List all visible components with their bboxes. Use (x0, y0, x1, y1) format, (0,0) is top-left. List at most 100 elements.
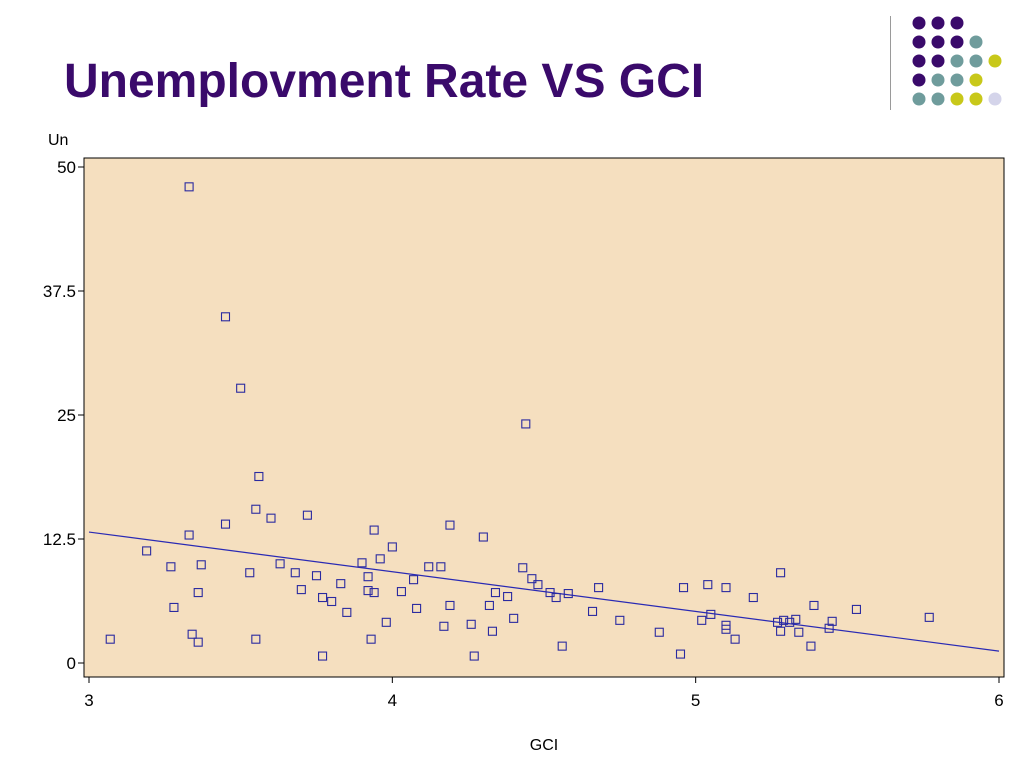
data-point (776, 626, 786, 636)
data-point (166, 562, 176, 572)
data-point (369, 588, 379, 598)
data-point (824, 623, 834, 633)
data-point (794, 627, 804, 637)
data-point (436, 562, 446, 572)
plot-area (83, 157, 1005, 678)
data-point (654, 627, 664, 637)
data-point (924, 612, 934, 622)
data-point (439, 621, 449, 631)
data-point (187, 629, 197, 639)
data-point (697, 615, 707, 625)
data-point (545, 588, 555, 598)
data-point (275, 559, 285, 569)
data-point (196, 560, 206, 570)
data-point (469, 651, 479, 661)
data-point (487, 626, 497, 636)
data-point (363, 572, 373, 582)
x-tick-label: 6 (994, 691, 1003, 710)
data-point (615, 615, 625, 625)
data-point (363, 586, 373, 596)
y-tick-label: 0 (67, 654, 76, 673)
data-point (381, 617, 391, 627)
data-point (290, 568, 300, 578)
data-point (806, 641, 816, 651)
data-point (357, 558, 367, 568)
data-point (563, 589, 573, 599)
data-point (336, 579, 346, 589)
data-point (703, 580, 713, 590)
data-point (503, 591, 513, 602)
x-tick-label: 4 (388, 691, 397, 710)
data-point (791, 614, 801, 624)
data-point (387, 542, 397, 552)
data-point (675, 649, 686, 659)
data-point (809, 600, 819, 611)
data-point (169, 602, 179, 612)
trend-line (88, 531, 1000, 652)
data-point (193, 637, 203, 647)
data-point (311, 571, 322, 581)
data-point (236, 383, 246, 393)
y-tick-label: 25 (57, 406, 76, 425)
x-axis-label: GCI (530, 737, 558, 754)
y-axis-label: Un (48, 132, 68, 149)
data-point (521, 419, 531, 429)
data-point (375, 554, 385, 564)
data-point (533, 580, 543, 590)
data-point (266, 513, 276, 523)
data-point (327, 596, 337, 607)
y-tick-label: 12.5 (43, 530, 76, 549)
data-point (518, 563, 528, 573)
data-point (318, 651, 328, 661)
data-point (105, 634, 115, 644)
data-point (748, 592, 758, 603)
data-point (424, 562, 434, 572)
data-point (776, 568, 786, 578)
data-point (730, 634, 740, 644)
data-point (509, 613, 519, 623)
data-point (851, 604, 861, 614)
data-point (594, 583, 604, 593)
data-point (678, 583, 689, 593)
data-point (369, 525, 379, 535)
data-point (220, 312, 231, 322)
slide-title: Unemplovment Rate VS GCI (64, 58, 705, 108)
data-point (587, 606, 598, 616)
data-point (296, 585, 306, 595)
data-point (318, 592, 328, 603)
data-point (779, 615, 789, 625)
y-tick-label: 37.5 (43, 282, 76, 301)
data-point (409, 575, 419, 585)
data-point (184, 530, 194, 540)
data-point (445, 520, 455, 530)
x-tick-label: 5 (691, 691, 700, 710)
data-point (251, 634, 261, 644)
data-point (366, 634, 376, 644)
data-point (478, 532, 488, 542)
data-point (773, 617, 783, 627)
data-point (184, 182, 194, 192)
data-point (445, 600, 455, 611)
data-point (484, 600, 494, 611)
data-point (251, 504, 261, 514)
data-point (254, 471, 264, 482)
data-point (527, 574, 537, 584)
data-point (302, 510, 312, 520)
data-point (466, 619, 476, 629)
data-point (557, 641, 567, 651)
data-point (721, 583, 731, 593)
data-point (827, 616, 837, 626)
data-point (245, 568, 255, 578)
data-point (342, 607, 352, 617)
data-point (706, 609, 716, 619)
data-point (721, 624, 731, 634)
data-point (785, 617, 795, 627)
decorative-divider (890, 16, 891, 110)
y-tick-label: 50 (57, 158, 76, 177)
x-tick-label: 3 (84, 691, 93, 710)
data-point (396, 587, 406, 597)
data-point (490, 588, 501, 598)
data-point (142, 546, 152, 556)
data-point (193, 588, 203, 598)
